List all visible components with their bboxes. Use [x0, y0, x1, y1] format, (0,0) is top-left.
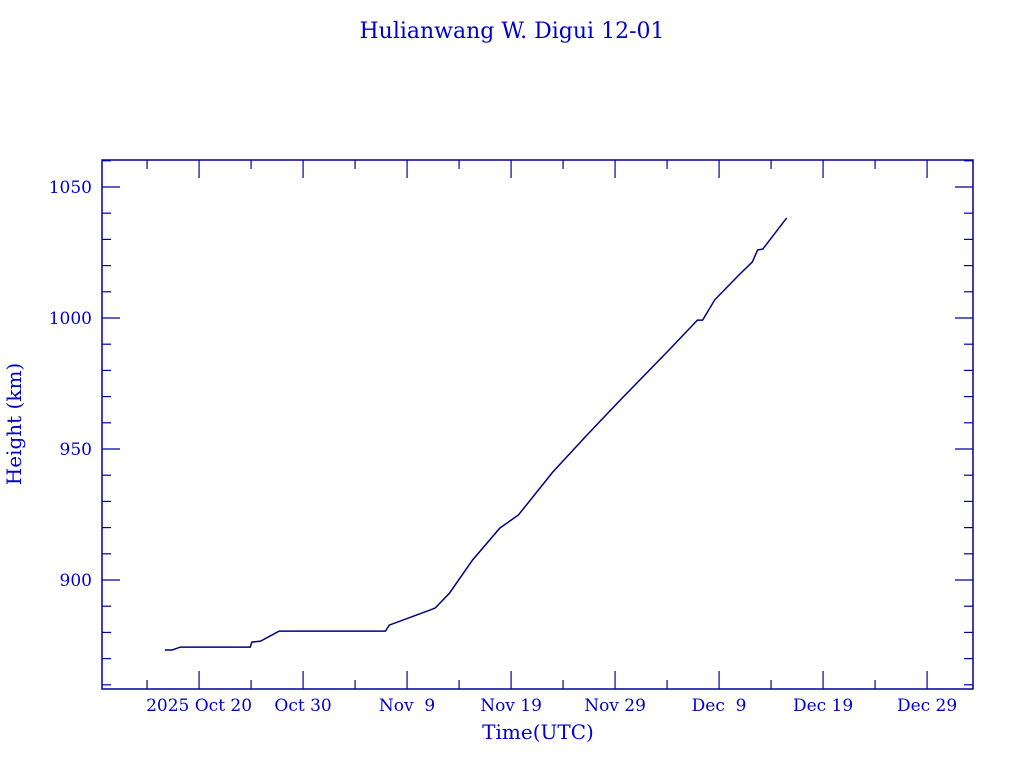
y-tick-label: 1000 [49, 309, 92, 329]
y-tick-label: 900 [60, 571, 92, 591]
y-tick-label: 1050 [49, 178, 92, 198]
y-tick-labels: 900 950 1000 1050 [49, 178, 92, 591]
series-line [164, 217, 788, 651]
x-tick-label: Oct 30 [274, 696, 331, 716]
y-axis-label: Height (km) [2, 363, 26, 485]
x-tick-label: Nov 29 [584, 696, 646, 716]
plot-frame [101, 159, 974, 690]
axes [101, 159, 974, 690]
ticks [102, 160, 973, 689]
y-tick-label: 950 [60, 440, 92, 460]
x-tick-labels: 2025 Oct 20 Oct 30 Nov 9 Nov 19 Nov 29 Dec 9 D… [146, 696, 957, 716]
chart-title: Hulianwang W. Digui 12-01 [359, 19, 664, 44]
x-tick-label: 2025 Oct 20 [146, 696, 252, 716]
x-tick-label: Nov 9 [379, 696, 435, 716]
x-axis-label: Time(UTC) [482, 720, 594, 744]
x-tick-label: Dec 19 [793, 696, 853, 716]
x-tick-label: Dec 29 [897, 696, 957, 716]
x-tick-label: Nov 19 [480, 696, 542, 716]
x-tick-label: Dec 9 [692, 696, 747, 716]
